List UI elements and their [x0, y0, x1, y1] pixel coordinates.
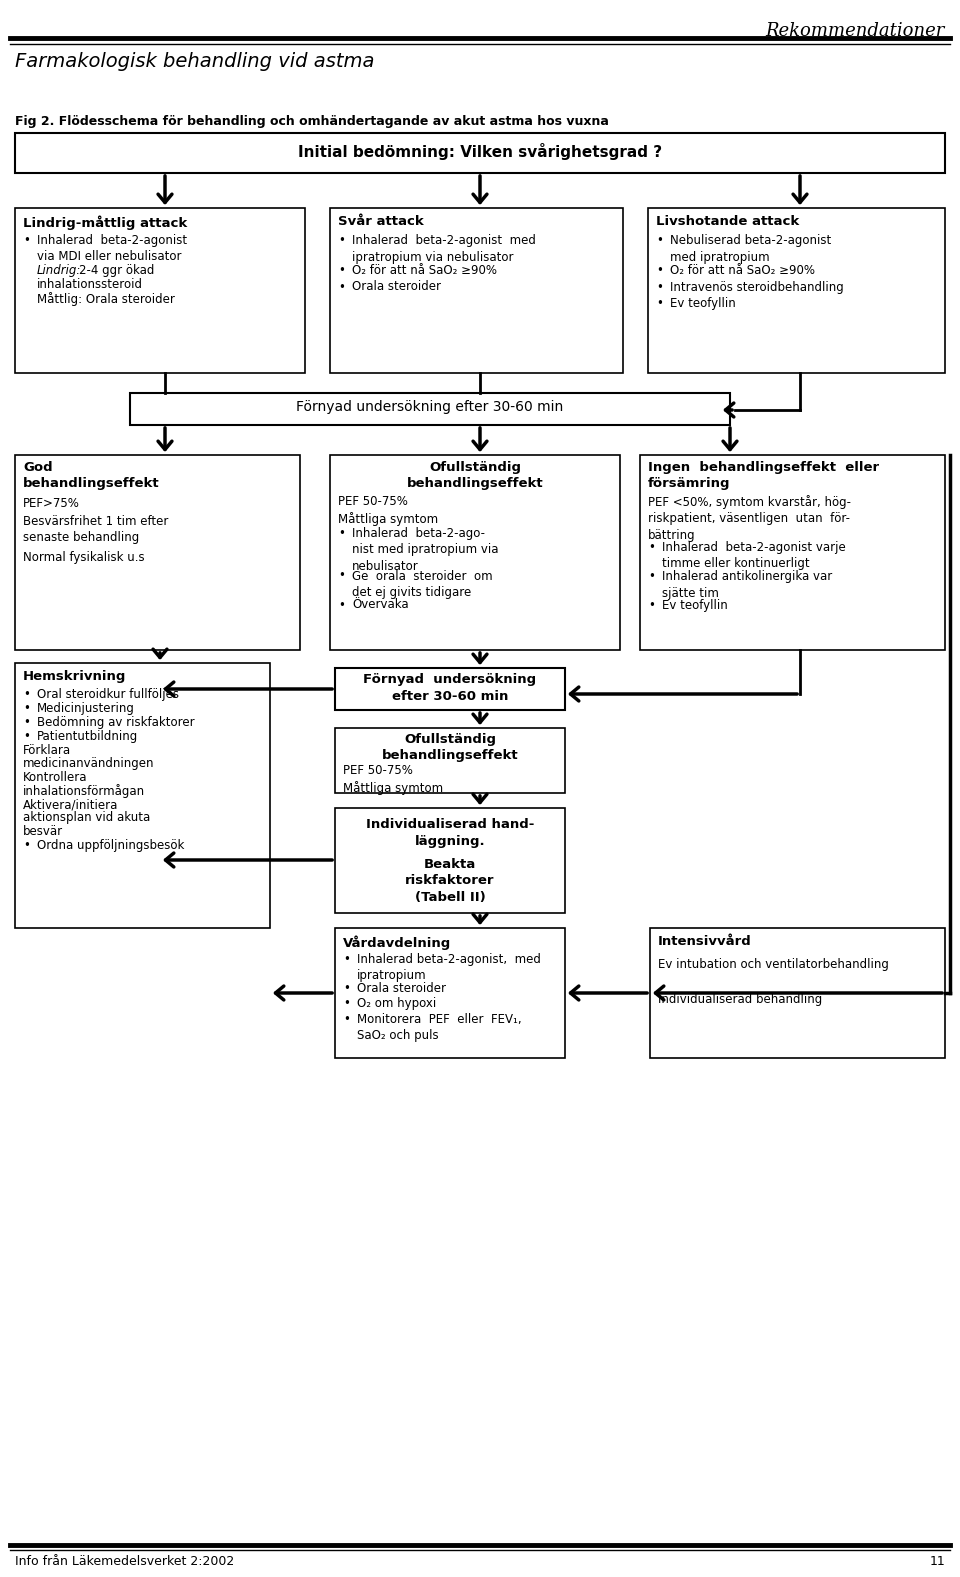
Text: Medicinjustering: Medicinjustering — [37, 702, 134, 714]
Bar — [648, 208, 945, 374]
Text: medicinanvändningen: medicinanvändningen — [23, 757, 155, 771]
Text: Rekommendationer: Rekommendationer — [766, 22, 945, 39]
Bar — [640, 456, 945, 650]
Text: Monitorera  PEF  eller  FEV₁,
SaO₂ och puls: Monitorera PEF eller FEV₁, SaO₂ och puls — [357, 1012, 521, 1042]
Text: PEF <50%, symtom kvarstår, hög-
riskpatient, väsentligen  utan  för-
bättring: PEF <50%, symtom kvarstår, hög- riskpati… — [648, 495, 851, 542]
Bar — [15, 208, 305, 374]
Text: Inhalerad  beta-2-agonist varje
timme eller kontinuerligt: Inhalerad beta-2-agonist varje timme ell… — [662, 541, 846, 571]
Text: O₂ för att nå SaO₂ ≥90%: O₂ för att nå SaO₂ ≥90% — [352, 263, 497, 278]
Text: Patientutbildning: Patientutbildning — [37, 730, 138, 743]
Text: •: • — [338, 263, 345, 278]
Text: •: • — [23, 730, 30, 743]
Bar — [650, 927, 945, 1058]
Text: Info från Läkemedelsverket 2:2002: Info från Läkemedelsverket 2:2002 — [15, 1555, 234, 1568]
Text: •: • — [338, 281, 345, 293]
Text: Inhalerad  beta-2-agonist
via MDI eller nebulisator: Inhalerad beta-2-agonist via MDI eller n… — [37, 233, 187, 263]
Text: Beakta
riskfaktorer
(Tabell II): Beakta riskfaktorer (Tabell II) — [405, 858, 494, 904]
Text: Aktivera/initiera: Aktivera/initiera — [23, 798, 118, 811]
Text: 2-4 ggr ökad: 2-4 ggr ökad — [79, 263, 155, 278]
Text: Normal fysikalisk u.s: Normal fysikalisk u.s — [23, 550, 145, 565]
Text: Inhalerad  beta-2-agonist  med
ipratropium via nebulisator: Inhalerad beta-2-agonist med ipratropium… — [352, 233, 536, 263]
Text: Ev teofyllin: Ev teofyllin — [670, 296, 735, 311]
Text: inhalationsförmågan: inhalationsförmågan — [23, 784, 145, 798]
Text: •: • — [23, 702, 30, 714]
Text: •: • — [648, 599, 655, 612]
Text: Livshotande attack: Livshotande attack — [656, 214, 800, 229]
Text: •: • — [656, 233, 662, 248]
Text: •: • — [338, 233, 345, 248]
Bar — [335, 927, 565, 1058]
Text: •: • — [656, 281, 662, 293]
Text: Ofullständig
behandlingseffekt: Ofullständig behandlingseffekt — [407, 460, 543, 490]
Text: Ev intubation och ventilatorbehandling: Ev intubation och ventilatorbehandling — [658, 957, 889, 971]
Text: Individualiserad hand-
läggning.: Individualiserad hand- läggning. — [366, 818, 534, 847]
Bar — [335, 807, 565, 913]
Text: Lindrig-måttlig attack: Lindrig-måttlig attack — [23, 214, 187, 230]
Text: Kontrollera: Kontrollera — [23, 771, 87, 784]
Text: •: • — [338, 527, 345, 539]
Text: Intensivvård: Intensivvård — [658, 935, 752, 948]
Text: •: • — [648, 569, 655, 583]
Text: Inhalerad antikolinergika var
sjätte tim: Inhalerad antikolinergika var sjätte tim — [662, 569, 832, 599]
Text: Bedömning av riskfaktorer: Bedömning av riskfaktorer — [37, 716, 195, 729]
Text: Fig 2. Flödesschema för behandling och omhändertagande av akut astma hos vuxna: Fig 2. Flödesschema för behandling och o… — [15, 115, 609, 128]
Text: Initial bedömning: Vilken svårighetsgrad ?: Initial bedömning: Vilken svårighetsgrad… — [298, 144, 662, 159]
Text: God
behandlingseffekt: God behandlingseffekt — [23, 460, 159, 490]
Text: •: • — [343, 953, 349, 967]
Text: PEF>75%: PEF>75% — [23, 497, 80, 509]
Bar — [335, 729, 565, 793]
Bar — [15, 662, 270, 927]
Text: •: • — [23, 839, 30, 852]
Text: •: • — [343, 998, 349, 1011]
Text: Oral steroidkur fullföljes: Oral steroidkur fullföljes — [37, 688, 179, 702]
Text: •: • — [23, 716, 30, 729]
Text: •: • — [23, 688, 30, 702]
Bar — [15, 456, 300, 650]
Text: Farmakologisk behandling vid astma: Farmakologisk behandling vid astma — [15, 52, 374, 71]
Text: Nebuliserad beta-2-agonist
med ipratropium: Nebuliserad beta-2-agonist med ipratropi… — [670, 233, 831, 263]
Text: •: • — [23, 233, 30, 248]
Text: besvär: besvär — [23, 825, 63, 837]
Text: aktionsplan vid akuta: aktionsplan vid akuta — [23, 812, 151, 825]
Bar — [330, 456, 620, 650]
Text: Förnyad undersökning efter 30-60 min: Förnyad undersökning efter 30-60 min — [297, 401, 564, 415]
Text: Ev teofyllin: Ev teofyllin — [662, 599, 728, 612]
Text: PEF 50-75%
Måttliga symtom: PEF 50-75% Måttliga symtom — [338, 495, 438, 525]
Text: PEF 50-75%
Måttliga symtom: PEF 50-75% Måttliga symtom — [343, 763, 444, 795]
Text: O₂ för att nå SaO₂ ≥90%: O₂ för att nå SaO₂ ≥90% — [670, 263, 815, 278]
Text: Förnyad  undersökning
efter 30-60 min: Förnyad undersökning efter 30-60 min — [364, 673, 537, 702]
Text: •: • — [648, 541, 655, 554]
Bar — [130, 393, 730, 424]
Text: Intravenös steroidbehandling: Intravenös steroidbehandling — [670, 281, 844, 293]
Text: Förklara: Förklara — [23, 744, 71, 757]
Bar — [330, 208, 623, 374]
Text: Orala steroider: Orala steroider — [352, 281, 441, 293]
Text: •: • — [656, 263, 662, 278]
Text: Besvärsfrihet 1 tim efter
senaste behandling: Besvärsfrihet 1 tim efter senaste behand… — [23, 516, 168, 544]
Text: O₂ om hypoxi: O₂ om hypoxi — [357, 998, 436, 1011]
Text: Hemskrivning: Hemskrivning — [23, 670, 127, 683]
Text: •: • — [338, 569, 345, 582]
Text: •: • — [338, 599, 345, 612]
Text: Vårdavdelning: Vårdavdelning — [343, 935, 451, 949]
Bar — [335, 669, 565, 710]
Text: Inhalerad  beta-2-ago-
nist med ipratropium via
nebulisator: Inhalerad beta-2-ago- nist med ipratropi… — [352, 527, 498, 572]
Text: Inhalerad beta-2-agonist,  med
ipratropium: Inhalerad beta-2-agonist, med ipratropiu… — [357, 953, 540, 982]
Text: •: • — [343, 982, 349, 995]
Text: Svår attack: Svår attack — [338, 214, 423, 229]
Text: Ofullständig
behandlingseffekt: Ofullständig behandlingseffekt — [382, 733, 518, 762]
Text: Individualiserad behandling: Individualiserad behandling — [658, 994, 823, 1006]
Text: Lindrig:: Lindrig: — [37, 263, 82, 278]
Text: Ordna uppföljningsbesök: Ordna uppföljningsbesök — [37, 839, 184, 852]
Text: •: • — [656, 296, 662, 311]
Text: Ge  orala  steroider  om
det ej givits tidigare: Ge orala steroider om det ej givits tidi… — [352, 569, 492, 599]
Text: Orala steroider: Orala steroider — [357, 982, 446, 995]
Text: 11: 11 — [929, 1555, 945, 1568]
Text: inhalationssteroid: inhalationssteroid — [37, 278, 143, 292]
Text: •: • — [343, 1012, 349, 1027]
Text: Måttlig: Orala steroider: Måttlig: Orala steroider — [37, 292, 175, 306]
Bar — [15, 132, 945, 173]
Text: Övervaka: Övervaka — [352, 599, 409, 612]
Text: Ingen  behandlingseffekt  eller
försämring: Ingen behandlingseffekt eller försämring — [648, 460, 879, 490]
